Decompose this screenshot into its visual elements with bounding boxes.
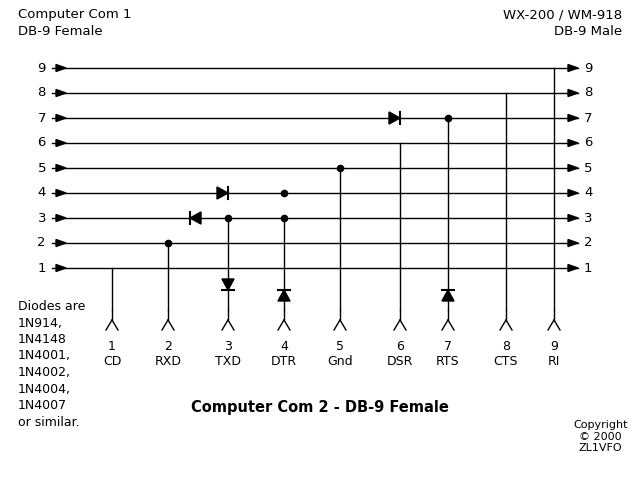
Text: 6: 6 [396,340,404,353]
Polygon shape [217,187,228,199]
Text: 9: 9 [584,61,593,74]
Text: 4: 4 [38,187,46,200]
Polygon shape [56,64,66,72]
Polygon shape [568,89,578,96]
Text: 1: 1 [584,262,593,275]
Text: CD: CD [103,355,121,368]
Text: 9: 9 [38,61,46,74]
Polygon shape [56,215,66,221]
Polygon shape [389,112,400,124]
Text: RTS: RTS [436,355,460,368]
Polygon shape [568,215,578,221]
Polygon shape [56,165,66,171]
Text: 2: 2 [584,237,593,250]
Text: 7: 7 [38,111,46,124]
Polygon shape [568,165,578,171]
Polygon shape [568,264,578,272]
Text: 6: 6 [584,136,593,149]
Text: 5: 5 [336,340,344,353]
Polygon shape [222,279,234,290]
Text: 8: 8 [38,86,46,99]
Text: Computer Com 1
DB-9 Female: Computer Com 1 DB-9 Female [18,8,131,38]
Text: 6: 6 [38,136,46,149]
Text: 3: 3 [38,212,46,225]
Polygon shape [442,290,454,301]
Text: 5: 5 [38,161,46,175]
Text: RXD: RXD [154,355,182,368]
Text: 4: 4 [584,187,593,200]
Text: 3: 3 [224,340,232,353]
Text: 2: 2 [164,340,172,353]
Polygon shape [56,89,66,96]
Text: 5: 5 [584,161,593,175]
Polygon shape [190,212,201,224]
Text: RI: RI [548,355,560,368]
Polygon shape [56,240,66,247]
Text: 8: 8 [584,86,593,99]
Text: 7: 7 [444,340,452,353]
Polygon shape [568,64,578,72]
Text: 1: 1 [38,262,46,275]
Text: CTS: CTS [493,355,518,368]
Text: 3: 3 [584,212,593,225]
Text: Computer Com 2 - DB-9 Female: Computer Com 2 - DB-9 Female [191,400,449,415]
Polygon shape [568,190,578,196]
Text: TXD: TXD [215,355,241,368]
Text: 7: 7 [584,111,593,124]
Text: 4: 4 [280,340,288,353]
Polygon shape [568,140,578,146]
Polygon shape [568,115,578,121]
Text: Gnd: Gnd [327,355,353,368]
Text: Diodes are
1N914,
1N4148
1N4001,
1N4002,
1N4004,
1N4007
or similar.: Diodes are 1N914, 1N4148 1N4001, 1N4002,… [18,300,85,429]
Polygon shape [56,190,66,196]
Text: WX-200 / WM-918
DB-9 Male: WX-200 / WM-918 DB-9 Male [503,8,622,38]
Polygon shape [56,264,66,272]
Text: 9: 9 [550,340,558,353]
Polygon shape [56,115,66,121]
Polygon shape [278,290,290,301]
Text: Copyright
© 2000
ZL1VFO: Copyright © 2000 ZL1VFO [573,420,628,453]
Polygon shape [568,240,578,247]
Text: 2: 2 [38,237,46,250]
Text: DTR: DTR [271,355,297,368]
Text: 1: 1 [108,340,116,353]
Text: DSR: DSR [387,355,413,368]
Text: 8: 8 [502,340,510,353]
Polygon shape [56,140,66,146]
